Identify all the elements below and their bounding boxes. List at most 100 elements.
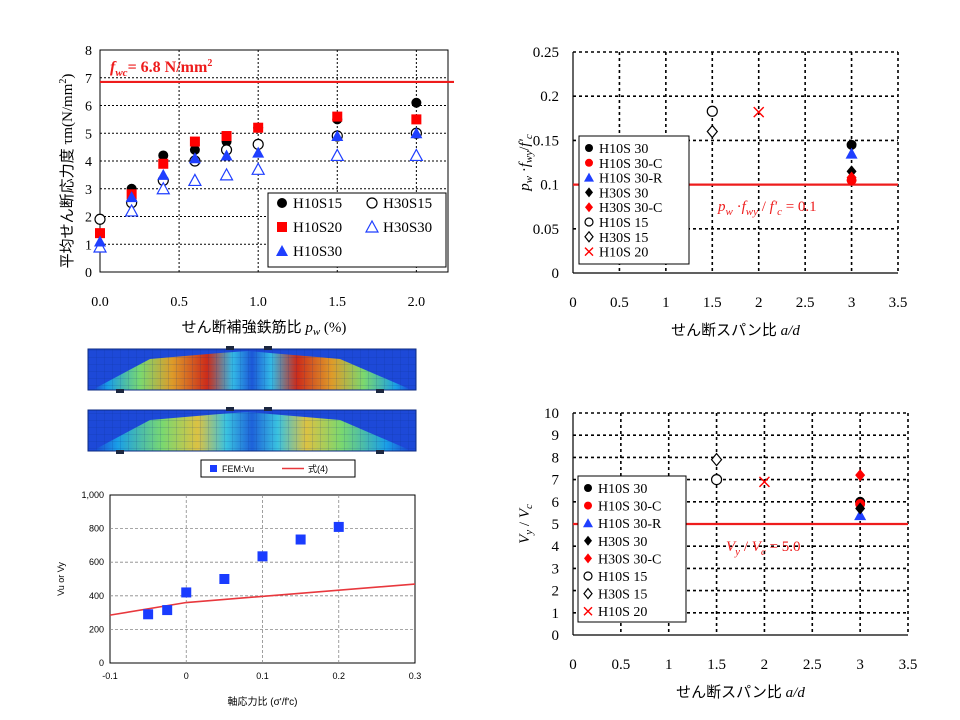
chart1-point-H10S30 [94,235,106,247]
chart2-y-axis-label: pw ·fwy/f'c [517,134,535,192]
chart2-legend-marker-H30S 30 [585,187,593,198]
chart4-legend-label: H10S 30-C [598,500,661,515]
chart1-xtick-label: 0.0 [91,295,109,310]
chart1-xtick-label: 1.5 [329,295,347,310]
chart4-point-H10S 20-b [758,476,770,488]
chart4-x-axis-label: せん断スパン比 a/d [676,684,805,701]
chart4-legend-label: H30S 30-C [598,552,661,567]
chart1-point-H10S30 [410,127,423,139]
chart4-ytick-label: 10 [544,406,559,422]
chart2-xtick-label: 2 [755,295,763,311]
chart1-point-H10S20 [95,228,105,239]
chart2-point-H30S 15 [706,124,719,139]
chart3-point-fem [257,551,268,562]
fem-contour-top-outline [87,348,417,391]
fem-contour-top-support [264,346,272,350]
chart2-xtick-label: 1.5 [703,295,722,311]
chart2-point-H30S 30-C [846,171,857,184]
chart1-xtick-label: 1.0 [249,295,267,310]
chart4-point-H30S 30-C [855,469,866,482]
chart1-ytick-label: 1 [85,238,92,253]
fem-contour-bottom-mesh [88,410,416,451]
chart1-ytick-label: 3 [85,183,92,198]
chart4-xtick-label: 3 [856,657,864,673]
chart3-point-fem [219,574,230,584]
chart1-point-H10S20 [158,158,169,169]
chart4-ytick-label: 0 [552,628,560,644]
chart2-legend-label: H10S 30-R [599,172,663,187]
chart3-ytick-label: 800 [89,524,104,534]
chart1-ytick-label: 5 [85,127,92,142]
chart2-point-H10S 30 [846,139,857,150]
chart4-legend-marker-H10S 20 [583,606,593,616]
chart1-legend-marker-H30S30 [364,219,380,233]
chart2-legend-label: H10S 20 [599,246,648,261]
chart1-ref-label: fwc= 6.8 N/mm2 [110,58,212,79]
chart2-legend-marker-H10S 30 [585,144,593,152]
chart4-legend-label: H30S 15 [598,588,647,603]
chart2-xtick-label: 0 [569,295,577,311]
chart2-point-H10S 30-R [845,147,858,159]
chart4-legend-marker-H30S 30 [584,535,592,546]
chart2-point-H10S 20 [753,106,765,118]
chart1-legend-label: H10S30 [293,244,342,260]
chart4-ytick-label: 4 [552,539,560,555]
chart3-legend-box [200,459,356,478]
chart1-ytick-label: 6 [85,100,92,115]
chart2-ytick-label: 0.25 [533,45,559,61]
chart1-point-H30S30 [92,239,108,253]
chart1-point-H30S30 [124,203,139,217]
chart4-legend-label: H10S 30-R [598,517,662,532]
chart4-legend-marker-H10S 15 [583,571,593,581]
fem-contour-bottom-support [116,450,124,454]
chart2-legend-marker-H10S 15 [584,217,594,227]
fem-contour-bottom-support [376,450,384,454]
chart4-ref-label: Vy / Vc = 5.0 [726,539,801,558]
chart3-ytick-label: 600 [89,557,104,567]
chart1-legend-marker-H10S20 [277,222,287,232]
chart4-legend-marker-H10S 30 [584,484,592,492]
chart1-ytick-label: 7 [85,72,92,87]
chart4-ytick-label: 8 [552,450,560,466]
chart1-point-H10S30 [125,191,138,203]
chart2-legend-marker-H10S 30-R [584,172,594,182]
chart2-ytick-label: 0.2 [540,89,559,105]
chart1-point-H30S30 [330,148,345,162]
chart1-point-H10S20 [189,136,200,147]
chart2-legend-label: H10S 30 [599,142,648,157]
chart3-ytick-label: 1,000 [81,490,104,500]
chart1-legend-label: H10S20 [293,220,342,236]
chart4-point-H10S 20 [758,476,770,488]
chart1-ytick-label: 4 [85,155,92,170]
chart2-point-H30S 30 [846,165,857,178]
chart4-legend-marker-H10S 20-b [583,606,593,616]
chart3-legend-label: 式(4) [308,463,328,474]
chart1-point-H10S20 [253,122,264,133]
chart2-ytick-label: 0 [552,266,560,282]
chart1-point-H10S15 [158,150,169,161]
chart1-group: 0 1 2 3 4 5 6 7 8 0.0 0.5 1.0 1.5 2.0 fwc= 6.8 N/mm2 H1… [58,44,454,338]
chart3-point-fem [181,587,192,598]
chart2-ytick-label: 0.05 [533,222,559,238]
chart2-xtick-label: 1 [662,295,670,311]
chart2-ref-label: pw ·fwy / f'c = 0.1 [717,199,817,218]
chart1-point-H30S30 [187,173,202,187]
chart4-xtick-label: 2.5 [803,657,822,673]
chart2-point-H10S 15 [706,105,718,117]
chart2-legend-marker-H30S 30-C [585,202,593,213]
chart3-x-axis-label: 軸応力比 (σ'/f'c) [228,695,298,708]
chart4-point-H10S 30-R [854,509,867,521]
chart1-point-H10S30 [220,149,233,161]
chart4-ytick-label: 6 [552,495,560,511]
chart1-point-H30S30 [251,162,266,175]
chart4-group: 0 1 2 3 4 5 6 7 8 9 10 0 0.5 1 1.5 2 2.5 3 3.5 Vy / Vc = 5.… [517,406,917,701]
chart3-ytick-label: 200 [89,624,104,634]
chart1-point-H30S30 [219,167,234,181]
chart1-point-H10S20 [332,111,343,122]
chart1-point-H30S30 [409,148,424,162]
chart1-legend-marker-H10S15 [277,198,287,208]
chart2-xtick-label: 3 [848,295,856,311]
chart3-xtick-label: -0.1 [102,671,118,681]
